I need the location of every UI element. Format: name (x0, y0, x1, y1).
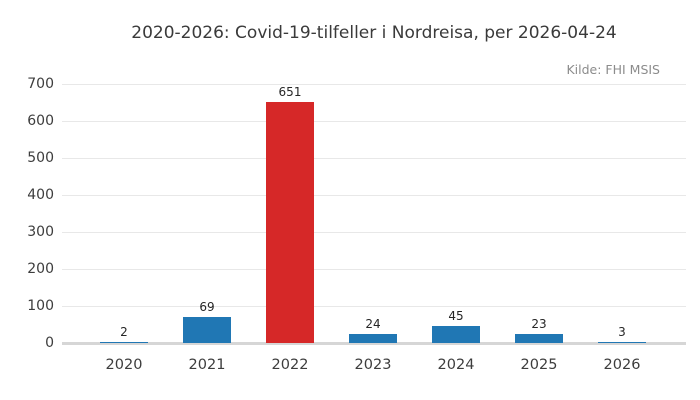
gridline (62, 269, 686, 270)
bar-value-label: 45 (448, 309, 464, 323)
gridline (62, 121, 686, 122)
y-tick-label: 200 (27, 261, 54, 277)
bar-value-label: 2 (120, 325, 128, 339)
x-tick-label: 2021 (188, 357, 226, 373)
x-tick-label: 2025 (520, 357, 558, 373)
bar-value-label: 651 (278, 85, 302, 99)
bar-value-label: 24 (365, 317, 381, 331)
gridline (62, 195, 686, 196)
bar-2024 (432, 326, 480, 343)
y-tick-label: 500 (27, 150, 54, 166)
x-tick-label: 2024 (437, 357, 475, 373)
y-tick-label: 100 (27, 298, 54, 314)
y-tick-label: 0 (45, 335, 54, 351)
gridline (62, 84, 686, 85)
source-label: Kilde: FHI MSIS (566, 62, 660, 77)
x-tick-label: 2023 (354, 357, 392, 373)
bar-2022 (266, 102, 314, 343)
x-tick-label: 2026 (603, 357, 641, 373)
y-tick-label: 700 (27, 76, 54, 92)
bar-2025 (515, 334, 563, 343)
bar-value-label: 23 (531, 317, 547, 331)
x-tick-label: 2020 (105, 357, 143, 373)
bar-2026 (598, 342, 646, 343)
bar-value-label: 69 (199, 300, 215, 314)
bar-2020 (100, 342, 148, 343)
gridline (62, 232, 686, 233)
bar-value-label: 3 (618, 325, 626, 339)
x-tick-label: 2022 (271, 357, 309, 373)
x-axis-baseline (62, 342, 686, 345)
chart-title: 2020-2026: Covid-19-tilfeller i Nordreis… (131, 23, 617, 43)
gridline (62, 306, 686, 307)
bar-2021 (183, 317, 231, 343)
gridline (62, 158, 686, 159)
y-tick-label: 600 (27, 113, 54, 129)
y-tick-label: 300 (27, 224, 54, 240)
y-tick-label: 400 (27, 187, 54, 203)
bar-2023 (349, 334, 397, 343)
